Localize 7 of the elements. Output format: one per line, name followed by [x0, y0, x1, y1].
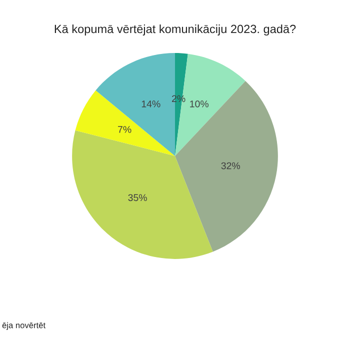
data-label: 32% — [221, 162, 240, 170]
data-label: 35% — [128, 194, 147, 202]
data-label: 7% — [118, 126, 132, 133]
data-label: 14% — [142, 100, 160, 108]
data-label: 10% — [190, 100, 208, 108]
chart-title: Kā kopumā vērtējat komunikāciju 2023. gadā? — [54, 24, 296, 36]
text: ēja novērtēt — [2, 322, 46, 330]
